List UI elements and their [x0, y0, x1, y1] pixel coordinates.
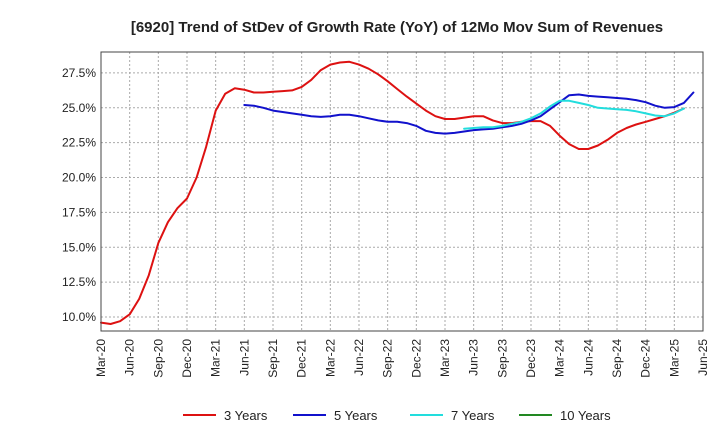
x-tick-label: Jun-23: [467, 339, 481, 376]
x-tick-label: Sep-23: [495, 339, 509, 378]
y-tick-label: 17.5%: [62, 205, 96, 219]
y-tick-label: 15.0%: [62, 240, 96, 254]
x-tick-label: Mar-23: [438, 339, 452, 377]
x-tick-label: Jun-25: [696, 339, 710, 376]
grid-lines: [101, 52, 703, 331]
x-tick-label: Sep-20: [151, 339, 165, 378]
x-tick-label: Mar-22: [323, 339, 337, 377]
x-tick-label: Sep-22: [381, 339, 395, 378]
y-tick-label: 25.0%: [62, 101, 96, 115]
plot-frame: [100, 51, 704, 332]
x-tick-label: Sep-21: [266, 339, 280, 378]
y-tick-label: 22.5%: [62, 136, 96, 150]
chart-title: [6920] Trend of StDev of Growth Rate (Yo…: [131, 19, 663, 36]
x-tick-label: Mar-20: [94, 339, 108, 377]
y-tick-label: 20.0%: [62, 171, 96, 185]
legend-label-3-years: 3 Years: [224, 408, 268, 423]
legend: 3 Years 5 Years 7 Years 10 Years: [183, 408, 611, 423]
legend-label-7-years: 7 Years: [451, 408, 495, 423]
x-tick-label: Mar-21: [209, 339, 223, 377]
y-tick-label: 27.5%: [62, 66, 96, 80]
legend-label-5-years: 5 Years: [334, 408, 378, 423]
x-tick-label: Jun-24: [581, 339, 595, 376]
x-tick-label: Sep-24: [610, 339, 624, 378]
series-layer: [100, 60, 695, 325]
x-tick-label: Jun-21: [237, 339, 251, 376]
x-tick-label: Jun-22: [352, 339, 366, 376]
legend-label-10-years: 10 Years: [560, 408, 611, 423]
x-tick-label: Dec-20: [180, 339, 194, 378]
series-line-5-years: [243, 91, 695, 135]
y-tick-label: 10.0%: [62, 310, 96, 324]
x-tick-label: Dec-22: [409, 339, 423, 378]
y-axis-ticks: 10.0% 12.5% 15.0% 17.5% 20.0% 22.5% 25.0% 27.5%: [62, 66, 96, 324]
x-tick-label: Mar-25: [667, 339, 681, 377]
series-line-3-years: [100, 60, 685, 325]
x-tick-label: Dec-21: [295, 339, 309, 378]
x-tick-label: Dec-24: [639, 339, 653, 378]
x-tick-label: Mar-24: [553, 339, 567, 377]
y-tick-label: 12.5%: [62, 275, 96, 289]
x-tick-label: Dec-23: [524, 339, 538, 378]
series-line-7-years: [463, 99, 685, 130]
x-tick-label: Jun-20: [123, 339, 137, 376]
x-axis-ticks: Mar-20 Jun-20 Sep-20 Dec-20 Mar-21 Jun-21 Sep-…: [94, 339, 710, 378]
